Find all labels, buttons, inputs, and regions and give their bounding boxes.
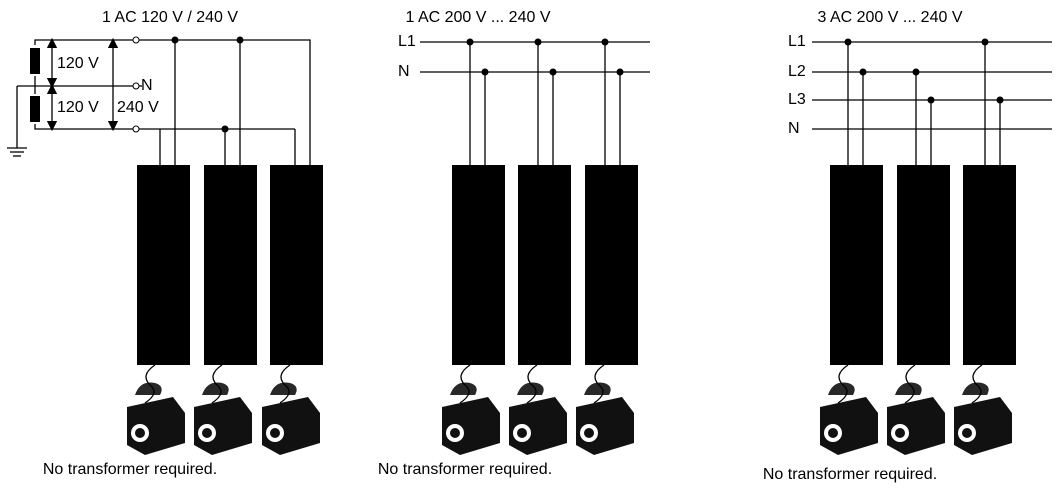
line-label: L1 (398, 33, 416, 50)
neutral-label: N (141, 77, 153, 94)
line-label: L1 (788, 33, 806, 50)
panel-title: 3 AC 200 V ... 240 V (818, 9, 963, 26)
voltage-label: 120 V (57, 55, 99, 72)
caption: No transformer required. (763, 466, 937, 483)
line-label: N (788, 120, 800, 137)
panel-2: 1 AC 200 V ... 240 V L1 N No transformer… (378, 9, 650, 478)
line-label: L3 (788, 91, 806, 108)
panel-title: 1 AC 120 V / 240 V (102, 9, 238, 26)
panel-3: 3 AC 200 V ... 240 V L1 L2 L3 N No trans… (763, 9, 1052, 483)
line-label: L2 (788, 63, 806, 80)
voltage-label: 120 V (57, 99, 99, 116)
caption: No transformer required. (43, 461, 217, 478)
panel-1: 1 AC 120 V / 240 V N 120 V 120 V 240 V N (7, 9, 323, 478)
voltage-label: 240 V (117, 99, 159, 116)
caption: No transformer required. (378, 461, 552, 478)
panel-title: 1 AC 200 V ... 240 V (406, 9, 551, 26)
line-label: N (398, 63, 410, 80)
